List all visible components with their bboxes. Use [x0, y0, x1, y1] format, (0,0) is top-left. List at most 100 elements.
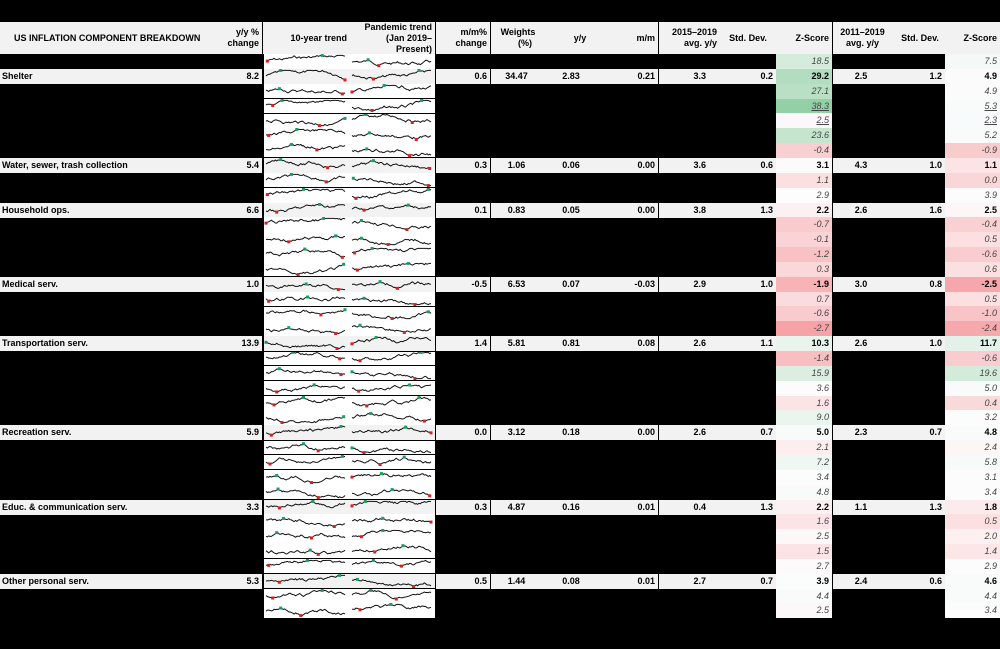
- z-score-2-value: 1.4: [945, 544, 1000, 559]
- sparkline: [265, 517, 346, 529]
- sparkline-group-separator: [264, 98, 435, 99]
- z-score-1-value: -0.7: [776, 217, 832, 233]
- low-marker-icon: [408, 154, 412, 158]
- ten-year-trend-sparkline: [264, 306, 349, 320]
- header-pandemic-trend: Pandemic trend (Jan 2019–Present): [364, 21, 432, 54]
- sparkline-cell: [264, 143, 435, 159]
- table-row-category: Other personal serv. 5.3 0.5 1.44 0.08 0.01 2.…: [0, 573, 1000, 589]
- z-score-2-value: 0.5: [945, 291, 1000, 307]
- high-marker-icon: [406, 261, 410, 265]
- low-marker-icon: [358, 608, 362, 612]
- sparkline-cell: [264, 336, 435, 352]
- high-marker-icon: [301, 187, 305, 191]
- sparkline: [351, 603, 432, 612]
- z-score-2-value: 5.2: [945, 128, 1000, 144]
- low-marker-icon: [299, 614, 303, 618]
- low-marker-icon: [373, 550, 377, 554]
- sparkline: [351, 517, 433, 524]
- z-score-1-value: 4.4: [776, 588, 832, 604]
- low-marker-icon: [265, 192, 269, 196]
- low-marker-icon: [350, 503, 354, 507]
- sparkline: [265, 499, 346, 509]
- sparkline: [351, 412, 432, 423]
- high-marker-icon: [342, 415, 346, 419]
- z-score-1-value: 3.4: [776, 469, 832, 485]
- sparkline: [351, 98, 432, 112]
- yy-value: 0.16: [545, 499, 600, 515]
- sparkline-cell: [264, 380, 435, 396]
- high-marker-icon: [418, 351, 422, 354]
- sparkline: [265, 282, 345, 291]
- z-score-1-value: -1.4: [776, 351, 832, 366]
- high-marker-icon: [379, 471, 383, 475]
- z-score-2-value: 5.3: [945, 98, 1000, 114]
- low-marker-icon: [428, 166, 432, 170]
- avg-2015-2019-value: 0.4: [659, 499, 720, 515]
- sparkline: [265, 531, 346, 540]
- header-yy: y/y: [573, 32, 587, 43]
- high-marker-icon: [311, 499, 315, 503]
- z-score-2-value: 7.5: [945, 54, 1000, 69]
- std-dev-1-value: 1.0: [720, 276, 776, 292]
- high-marker-icon: [281, 517, 285, 521]
- sparkline: [351, 58, 432, 68]
- z-score-1-value: 29.2: [776, 68, 832, 84]
- pandemic-trend-sparkline: [350, 603, 435, 617]
- weights-value: 0.83: [491, 202, 545, 218]
- mm-value: 0.21: [600, 68, 658, 84]
- high-marker-icon: [426, 310, 430, 314]
- pandemic-trend-sparkline: [350, 113, 435, 127]
- high-marker-icon: [350, 370, 354, 374]
- high-marker-icon: [381, 517, 385, 521]
- high-marker-icon: [277, 366, 281, 370]
- ten-year-trend-sparkline: [264, 98, 349, 113]
- pandemic-trend-sparkline: [350, 203, 435, 217]
- sparkline: [351, 351, 432, 363]
- table-row-subcomponent: 18.5 7.5: [0, 54, 1000, 69]
- low-marker-icon: [280, 421, 284, 425]
- yy-value: 0.18: [545, 425, 600, 441]
- std-dev-2-value: 1.2: [892, 68, 945, 84]
- pandemic-trend-sparkline: [350, 558, 435, 573]
- table-row-subcomponent: -2.7 -2.4: [0, 321, 1000, 337]
- ten-year-trend-sparkline: [264, 336, 349, 351]
- low-marker-icon: [335, 347, 339, 351]
- mm-value: -0.03: [600, 276, 658, 292]
- high-marker-icon: [351, 176, 355, 180]
- high-marker-icon: [367, 131, 371, 135]
- ten-year-trend-sparkline: [264, 454, 349, 469]
- row-label: Household ops.: [0, 202, 262, 218]
- z-score-2-value: 4.4: [945, 588, 1000, 604]
- sparkline: [351, 455, 432, 466]
- z-score-2-value: 3.9: [945, 187, 1000, 203]
- low-marker-icon: [268, 462, 272, 466]
- avg-2011-2019-value: 2.6: [833, 336, 892, 352]
- avg-2011-2019-value: 2.5: [833, 68, 892, 84]
- z-score-1-value: -0.4: [776, 143, 832, 159]
- z-score-2-value: 1.1: [945, 157, 1000, 173]
- low-marker-icon: [402, 331, 406, 335]
- sparkline: [351, 187, 432, 200]
- sparkline: [265, 86, 346, 96]
- yy-change-value: 13.9: [241, 338, 259, 349]
- high-marker-icon: [365, 147, 369, 151]
- row-label: Shelter: [0, 68, 262, 84]
- z-score-1-value: 1.6: [776, 514, 832, 530]
- sparkline: [350, 370, 431, 380]
- low-marker-icon: [318, 124, 322, 128]
- sparkline: [351, 236, 432, 247]
- pandemic-trend-sparkline: [350, 440, 435, 455]
- avg-2011-2019-value: 2.4: [833, 573, 892, 589]
- high-marker-icon: [334, 234, 338, 238]
- z-score-2-value: -2.4: [945, 321, 1000, 337]
- sparkline-group-separator: [264, 454, 435, 456]
- std-dev-1-value: 0.6: [720, 157, 776, 173]
- ten-year-trend-sparkline: [264, 544, 349, 558]
- sparkline-group-separator: [264, 112, 435, 114]
- z-score-2-value: 11.7: [945, 336, 1000, 352]
- high-marker-icon: [277, 86, 281, 90]
- low-marker-icon: [358, 359, 362, 363]
- sparkline: [265, 247, 346, 259]
- pandemic-trend-sparkline: [350, 68, 435, 83]
- table-row-subcomponent: 1.6 0.5: [0, 514, 1000, 530]
